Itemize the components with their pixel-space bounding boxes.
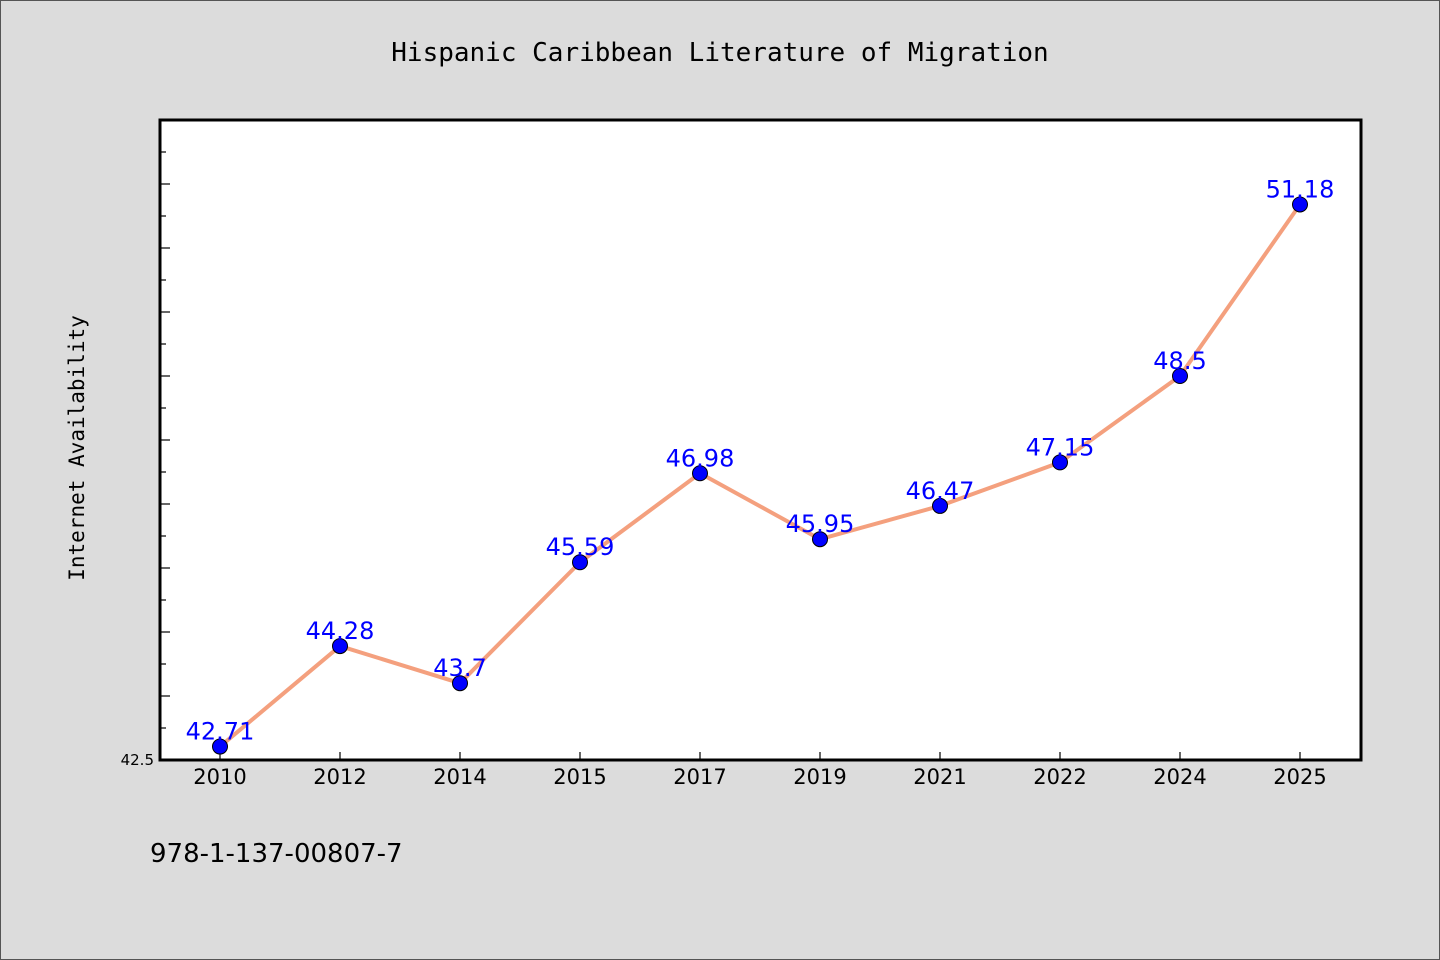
chart-title: Hispanic Caribbean Literature of Migrati…	[391, 38, 1048, 68]
x-tick-label: 2022	[1033, 765, 1086, 789]
data-point-marker	[572, 554, 588, 571]
x-axis-ticks: 2010 2012 2014 2015 2017 2019 2021 2022 2024 2025	[193, 752, 1327, 789]
data-label: 45.95	[786, 510, 855, 538]
series-layer	[212, 196, 1308, 755]
data-label: 43.7	[433, 654, 486, 682]
x-tick-label: 2025	[1273, 765, 1326, 789]
data-point-marker	[452, 675, 468, 692]
data-point-marker	[212, 738, 228, 755]
x-tick-label: 2024	[1153, 765, 1206, 789]
x-tick-label: 2014	[433, 765, 486, 789]
data-point-marker	[812, 531, 828, 548]
x-tick-label: 2021	[913, 765, 966, 789]
x-tick-label: 2019	[793, 765, 846, 789]
data-point-marker	[332, 638, 348, 655]
data-point-marker	[932, 497, 948, 514]
y-axis-label: Internet Availability	[65, 315, 89, 581]
isbn-footnote: 978-1-137-00807-7	[150, 839, 403, 869]
data-label: 48.5	[1153, 347, 1206, 375]
plot-area	[158, 118, 1363, 762]
data-labels: 42.71 44.28 43.7 45.59 46.98 45.95 46.47 47.15 4…	[186, 175, 1335, 745]
x-tick-label: 2015	[553, 765, 606, 789]
data-label: 42.71	[186, 718, 255, 746]
series-line	[218, 202, 1302, 749]
y-axis-ticks: 42.5	[121, 119, 170, 769]
data-point-marker	[1052, 454, 1068, 471]
data-label: 45.59	[546, 533, 615, 561]
data-label: 46.47	[906, 477, 975, 505]
data-label: 47.15	[1026, 433, 1095, 461]
data-point-marker	[692, 465, 708, 482]
data-point-marker	[1172, 368, 1188, 384]
x-tick-label: 2017	[673, 765, 726, 789]
x-tick-label: 2010	[193, 765, 246, 789]
data-point-marker	[1292, 196, 1308, 213]
data-label: 46.98	[666, 444, 735, 472]
y-tick-label: 42.5	[121, 751, 154, 769]
data-label: 51.18	[1266, 175, 1335, 203]
data-label: 44.28	[306, 617, 375, 645]
x-tick-label: 2012	[313, 765, 366, 789]
